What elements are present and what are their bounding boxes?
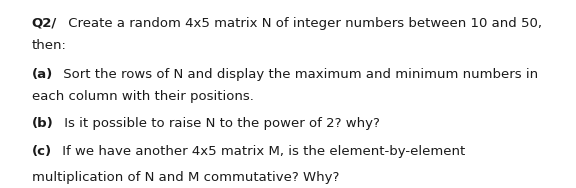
Text: Q2/: Q2/ <box>32 17 57 30</box>
Text: (c): (c) <box>32 145 52 158</box>
Text: Sort the rows of N and display the maximum and minimum numbers in: Sort the rows of N and display the maxim… <box>59 68 538 81</box>
Text: (a): (a) <box>32 68 53 81</box>
Text: each column with their positions.: each column with their positions. <box>32 90 253 103</box>
Text: then:: then: <box>32 39 67 52</box>
Text: multiplication of N and M commutative? Why?: multiplication of N and M commutative? W… <box>32 171 339 184</box>
Text: Create a random 4x5 matrix N of integer numbers between 10 and 50,: Create a random 4x5 matrix N of integer … <box>65 17 542 30</box>
Text: If we have another 4x5 matrix M, is the element-by-element: If we have another 4x5 matrix M, is the … <box>58 145 465 158</box>
Text: (b): (b) <box>32 117 54 130</box>
Text: Is it possible to raise N to the power of 2? why?: Is it possible to raise N to the power o… <box>60 117 380 130</box>
